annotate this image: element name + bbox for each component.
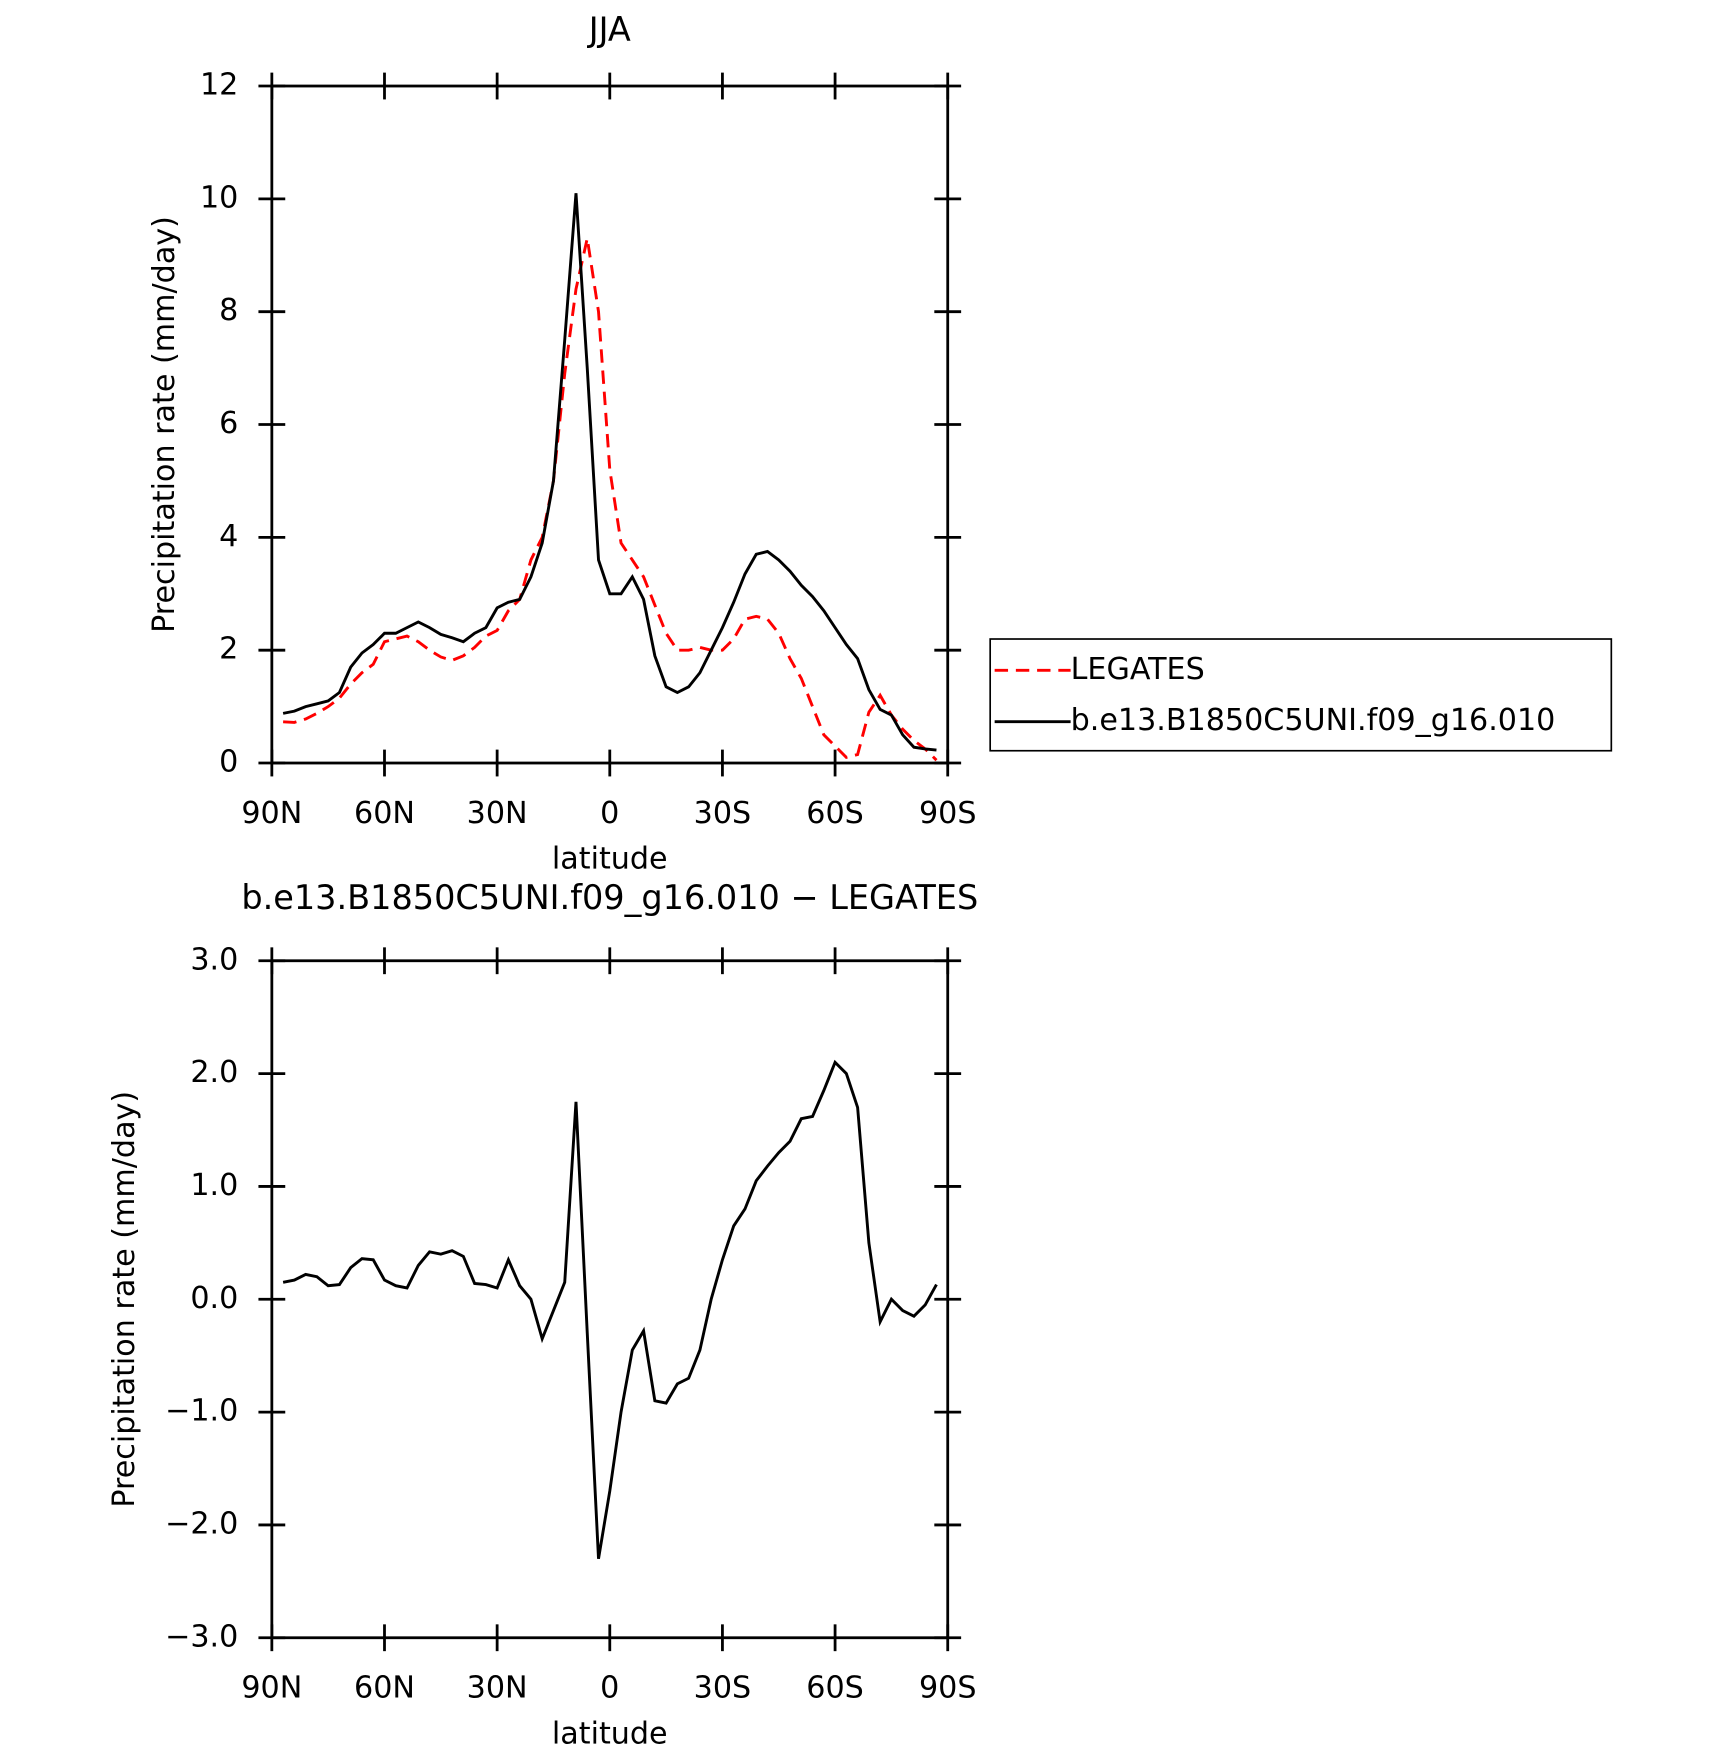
x-tick-label: 90S bbox=[919, 1671, 977, 1706]
y-tick-label: 4 bbox=[219, 519, 238, 554]
series-line bbox=[282, 1059, 938, 1560]
chart-title: b.e13.B1850C5UNI.f09_g16.010 − LEGATES bbox=[241, 878, 978, 917]
legend-label: LEGATES bbox=[1071, 652, 1205, 687]
legend-label: b.e13.B1850C5UNI.f09_g16.010 bbox=[1071, 703, 1556, 738]
x-tick-label: 60S bbox=[806, 796, 864, 831]
y-tick-label: 6 bbox=[219, 406, 238, 441]
x-tick-label: 90S bbox=[919, 796, 977, 831]
y-tick-label: 3.0 bbox=[190, 942, 238, 977]
x-tick-label: 60N bbox=[354, 1671, 415, 1706]
x-tick-label: 30N bbox=[467, 1671, 528, 1706]
x-tick-label: 90N bbox=[241, 1671, 302, 1706]
chart-title: JJA bbox=[587, 10, 631, 49]
y-tick-label: 2.0 bbox=[190, 1055, 238, 1090]
y-tick-label: 1.0 bbox=[190, 1168, 238, 1203]
x-tick-label: 90N bbox=[241, 796, 302, 831]
x-tick-label: 0 bbox=[600, 1671, 619, 1706]
y-tick-label: −3.0 bbox=[165, 1619, 238, 1654]
y-tick-label: 0 bbox=[219, 745, 238, 780]
y-tick-label: 12 bbox=[200, 68, 238, 103]
legend-box bbox=[989, 638, 1613, 752]
x-axis-label: latitude bbox=[552, 1716, 668, 1745]
x-tick-label: 30N bbox=[467, 796, 528, 831]
y-tick-label: 8 bbox=[219, 293, 238, 328]
plot-frame bbox=[270, 959, 950, 1640]
y-tick-label: 0.0 bbox=[190, 1281, 238, 1316]
x-axis-label: latitude bbox=[552, 842, 668, 877]
y-tick-label: 2 bbox=[219, 632, 238, 667]
y-axis-label: Precipitation rate (mm/day) bbox=[107, 1091, 142, 1508]
x-tick-label: 60S bbox=[806, 1671, 864, 1706]
x-tick-label: 30S bbox=[694, 796, 752, 831]
y-tick-label: −2.0 bbox=[165, 1506, 238, 1541]
x-tick-label: 30S bbox=[694, 1671, 752, 1706]
y-axis-label: Precipitation rate (mm/day) bbox=[147, 216, 182, 633]
x-tick-label: 0 bbox=[600, 796, 619, 831]
series-line bbox=[283, 238, 938, 762]
y-tick-label: 10 bbox=[200, 180, 238, 215]
y-tick-label: −1.0 bbox=[165, 1394, 238, 1429]
x-tick-label: 60N bbox=[354, 796, 415, 831]
series-line bbox=[282, 193, 937, 752]
plot-frame bbox=[270, 84, 950, 765]
